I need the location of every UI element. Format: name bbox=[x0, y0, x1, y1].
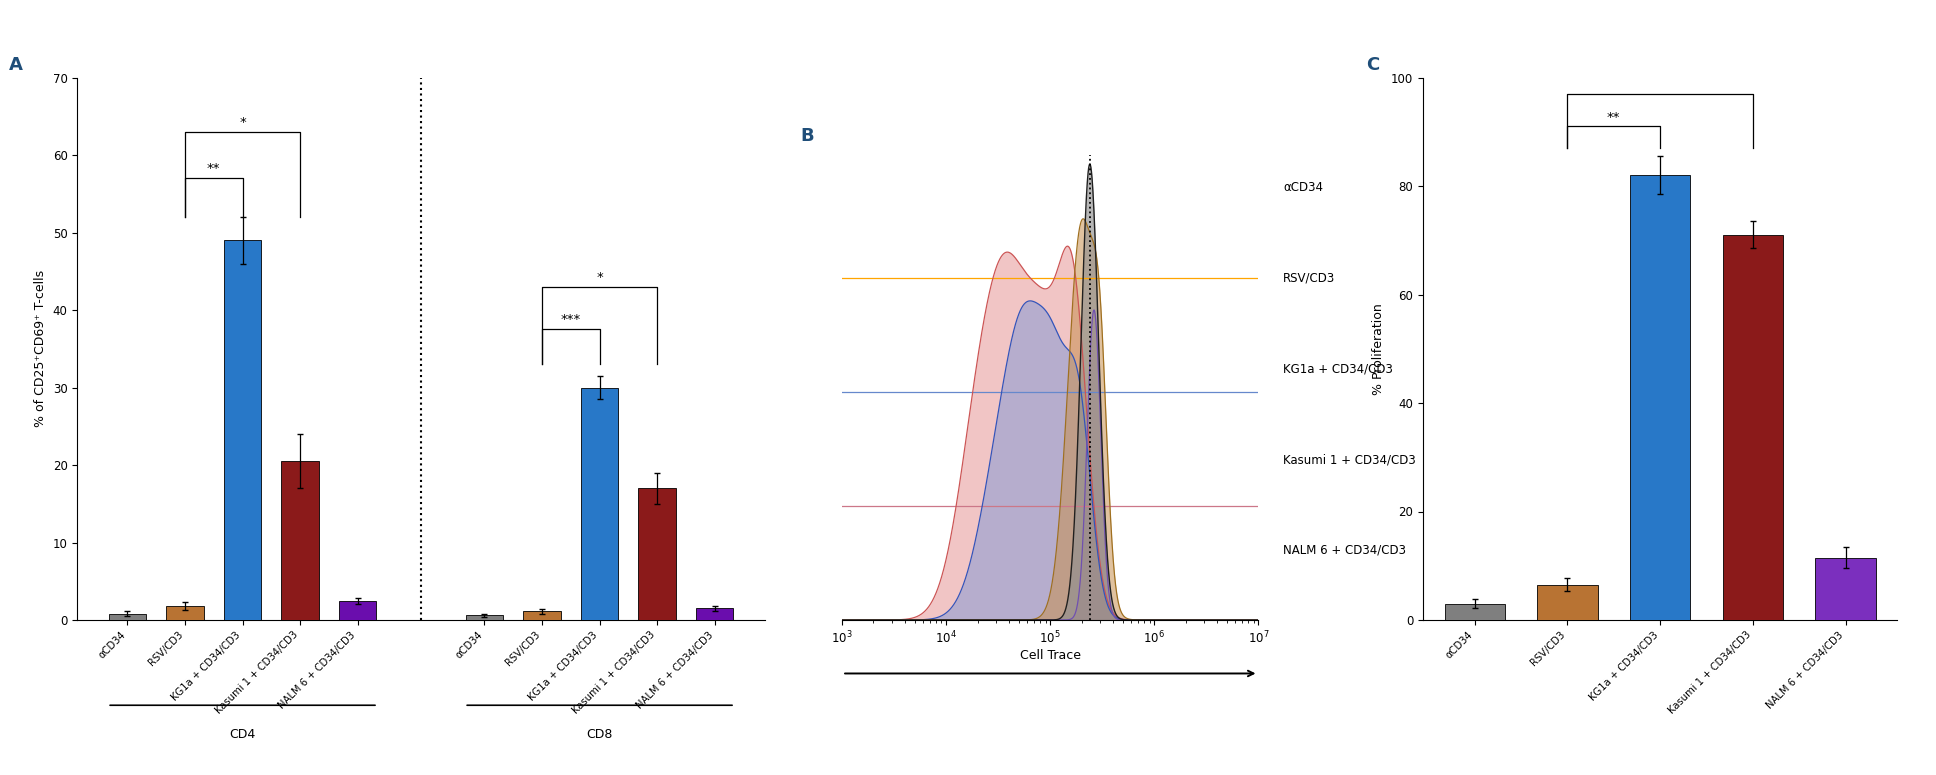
Text: RSV/CD3: RSV/CD3 bbox=[1284, 272, 1336, 284]
Bar bbox=[166, 606, 203, 620]
Bar bbox=[1816, 558, 1876, 620]
Text: B: B bbox=[802, 127, 815, 145]
Bar bbox=[225, 240, 261, 620]
Bar bbox=[1537, 584, 1597, 620]
Bar bbox=[1444, 604, 1504, 620]
Bar bbox=[281, 461, 319, 620]
X-axis label: Cell Trace: Cell Trace bbox=[1020, 649, 1080, 662]
Bar bbox=[581, 388, 618, 620]
Text: αCD34: αCD34 bbox=[1284, 181, 1324, 194]
Text: Kasumi 1 + CD34/CD3: Kasumi 1 + CD34/CD3 bbox=[1284, 453, 1415, 466]
Text: CD8: CD8 bbox=[587, 728, 614, 742]
Text: A: A bbox=[10, 56, 23, 74]
Bar bbox=[1723, 235, 1783, 620]
Y-axis label: % Proliferation: % Proliferation bbox=[1373, 303, 1386, 394]
Bar bbox=[639, 488, 676, 620]
Bar bbox=[467, 615, 503, 620]
Text: *: * bbox=[596, 270, 602, 284]
Bar bbox=[523, 611, 561, 620]
Text: C: C bbox=[1367, 56, 1378, 74]
Text: ***: *** bbox=[561, 313, 581, 326]
Text: NALM 6 + CD34/CD3: NALM 6 + CD34/CD3 bbox=[1284, 544, 1406, 556]
Bar bbox=[1630, 175, 1690, 620]
Y-axis label: % of CD25⁺CD69⁺ T-cells: % of CD25⁺CD69⁺ T-cells bbox=[35, 270, 46, 427]
Text: CD4: CD4 bbox=[230, 728, 256, 742]
Bar bbox=[108, 614, 145, 620]
Text: **: ** bbox=[1607, 111, 1620, 124]
Text: **: ** bbox=[207, 162, 221, 175]
Bar bbox=[339, 601, 376, 620]
Text: *: * bbox=[240, 115, 246, 129]
Bar bbox=[697, 608, 734, 620]
Text: KG1a + CD34/CD3: KG1a + CD34/CD3 bbox=[1284, 363, 1394, 375]
